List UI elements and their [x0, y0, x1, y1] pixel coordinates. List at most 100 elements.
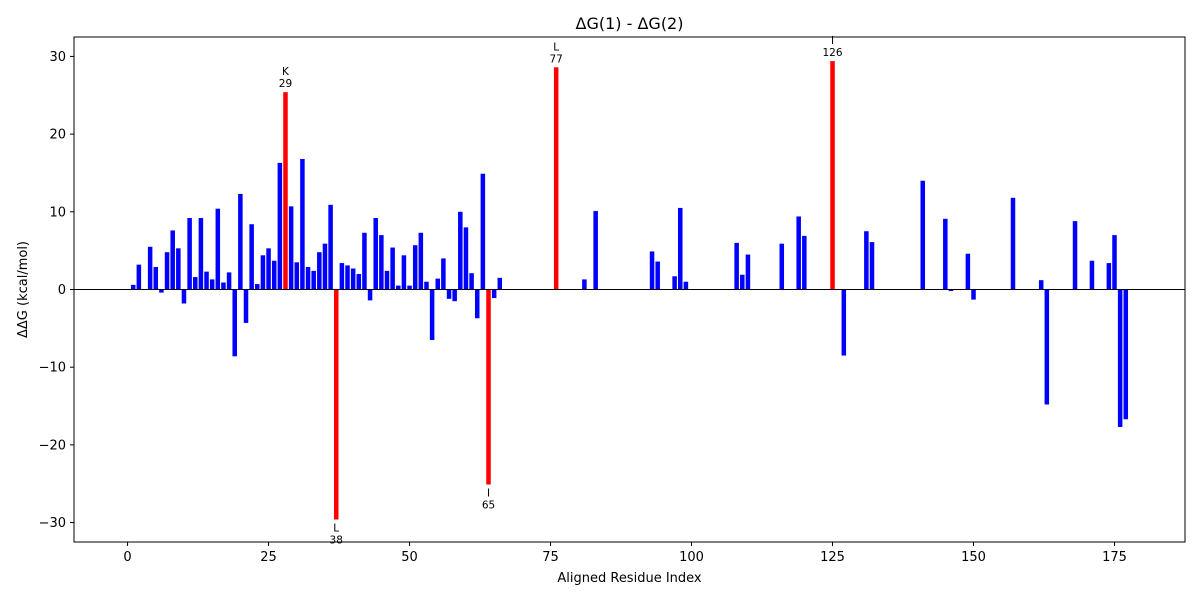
annotation-number: 126 [823, 47, 843, 59]
annotation-number: 65 [482, 500, 495, 512]
y-axis-title: ΔΔG (kcal/mol) [16, 241, 31, 338]
annotation-residue: I [487, 488, 490, 500]
y-tick-label: 30 [49, 50, 66, 65]
bar [407, 285, 412, 290]
bar [869, 242, 875, 290]
bar [136, 264, 142, 290]
highlight-bar [830, 61, 835, 290]
bar [249, 224, 254, 290]
bar [1072, 221, 1078, 290]
bar [221, 282, 226, 290]
bar [435, 278, 441, 290]
bar [271, 260, 277, 290]
bar [401, 255, 407, 290]
bar [232, 289, 237, 357]
bar [864, 231, 869, 290]
y-tick-label: −30 [39, 516, 66, 531]
bar [1112, 235, 1117, 290]
annotation-number: 29 [279, 78, 292, 90]
bar [593, 211, 598, 290]
x-tick-label: 75 [542, 550, 559, 565]
bar [362, 232, 367, 290]
bar [474, 289, 480, 319]
bar [130, 284, 136, 290]
bar [497, 277, 503, 290]
bar [920, 180, 926, 290]
bar [367, 289, 373, 301]
bar [317, 252, 322, 290]
bar [469, 273, 474, 290]
bar [187, 218, 192, 290]
bar [745, 254, 751, 290]
y-tick-label: −10 [39, 361, 66, 376]
bar [424, 281, 429, 290]
x-axis: 0 25 50 75 100 125 150 175 [123, 542, 1127, 565]
annotation-residue: K [282, 66, 290, 78]
bar [294, 262, 300, 290]
bar [255, 284, 260, 290]
bar [796, 216, 801, 290]
bar [446, 289, 452, 299]
bar [181, 289, 187, 304]
bar [176, 248, 181, 290]
bar [452, 289, 457, 302]
bar [390, 247, 395, 290]
highlight-bar [553, 67, 559, 290]
bar [1010, 197, 1016, 290]
bar [328, 204, 333, 290]
x-tick-label: 125 [820, 550, 845, 565]
bar [356, 273, 362, 290]
bar [277, 162, 283, 290]
x-tick-label: 175 [1102, 550, 1127, 565]
bar [1117, 289, 1123, 428]
bar [288, 206, 294, 290]
bar [238, 193, 243, 290]
x-tick-label: 0 [123, 550, 131, 565]
y-axis: −30 −20 −10 0 10 20 30 [39, 50, 74, 531]
bar [491, 289, 497, 299]
annotation-residue: L [333, 522, 339, 534]
bar [192, 277, 198, 290]
bar [429, 289, 435, 340]
bar [243, 289, 249, 323]
chart-title: ΔG(1) - ΔG(2) [576, 14, 684, 33]
bar [322, 243, 328, 290]
bar [418, 232, 424, 290]
bar [1123, 289, 1129, 420]
x-tick-label: 150 [961, 550, 986, 565]
highlight-bar [283, 92, 288, 290]
highlight-bar [333, 289, 339, 520]
bar [480, 173, 486, 290]
bar [971, 289, 976, 300]
annotation-number: 38 [330, 534, 343, 546]
bar [672, 276, 677, 290]
annotation-residue: L [553, 41, 559, 53]
bar [379, 235, 384, 290]
bar [345, 265, 350, 290]
bar [740, 274, 745, 290]
bar [384, 270, 390, 290]
annotation-number: 77 [549, 53, 562, 65]
bar [339, 263, 345, 290]
bar [734, 242, 739, 290]
bar [678, 207, 683, 290]
y-tick-label: 10 [49, 205, 66, 220]
bar [147, 246, 153, 290]
bar [204, 271, 209, 290]
bar [1106, 263, 1112, 290]
bar [412, 245, 418, 290]
bars-group [130, 61, 1129, 520]
bar [582, 279, 587, 290]
bar [300, 158, 305, 290]
bar [802, 235, 807, 290]
bar [1044, 289, 1050, 405]
bar [159, 289, 164, 293]
bar [350, 268, 356, 290]
x-axis-title: Aligned Residue Index [557, 571, 702, 586]
annotation-residue: I [831, 35, 834, 47]
bar [779, 243, 785, 290]
bar [209, 279, 215, 290]
bar [260, 255, 266, 290]
